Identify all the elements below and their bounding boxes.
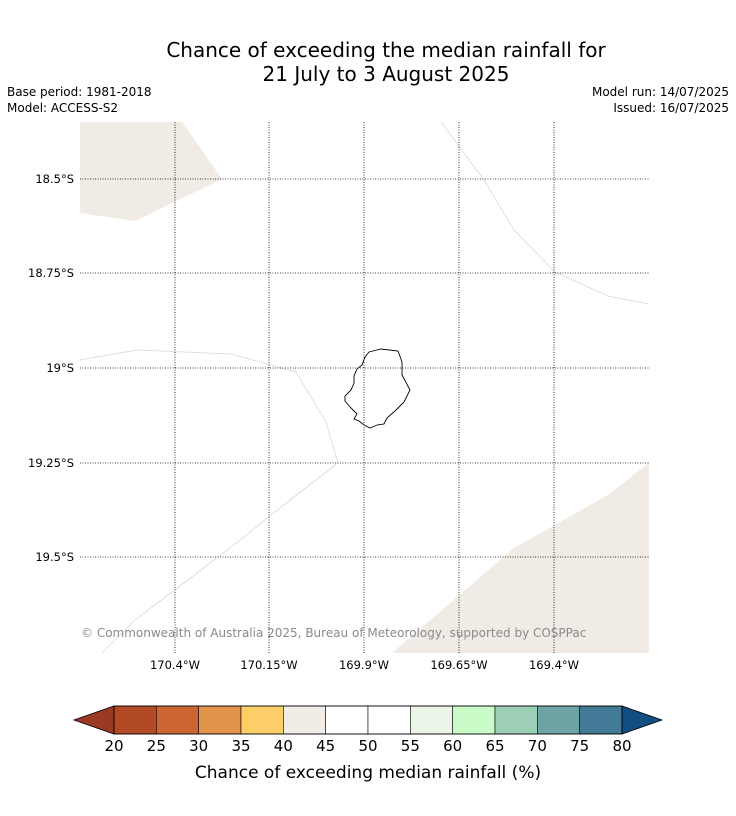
title-line-2: 21 July to 3 August 2025: [262, 62, 510, 86]
colorbar-segment: [240, 705, 284, 735]
colorbar-tick-label: 75: [570, 737, 589, 755]
boundary-line-west: [80, 349, 339, 653]
title-line-1: Chance of exceeding the median rainfall …: [166, 38, 606, 62]
colorbar-over-arrow: [621, 705, 664, 735]
lon-label: 170.4°W: [150, 658, 200, 672]
colorbar-segment: [325, 705, 369, 735]
latitude-labels: 18.5°S 18.75°S 19°S 19.25°S 19.5°S: [28, 172, 74, 564]
colorbar-tick-label: 55: [401, 737, 420, 755]
colorbar-tick-label: 35: [231, 737, 250, 755]
map-title: Chance of exceeding the median rainfall …: [0, 38, 736, 86]
lat-label: 19.25°S: [28, 456, 74, 470]
colorbar-segment: [156, 705, 199, 735]
colorbar-segment: [537, 705, 580, 735]
colorbar-segment: [367, 705, 411, 735]
lon-label: 170.15°W: [240, 658, 297, 672]
colorbar-tick-label: 65: [485, 737, 504, 755]
colorbar-segment: [410, 705, 453, 735]
copyright-text: © Commonwealth of Australia 2025, Bureau…: [81, 626, 586, 640]
colorbar-tick-label: 25: [147, 737, 166, 755]
lat-label: 19.5°S: [35, 550, 74, 564]
meta-right: Model run: 14/07/2025 Issued: 16/07/2025: [592, 84, 729, 116]
lon-label: 169.4°W: [529, 658, 579, 672]
colorbar-segment: [494, 705, 538, 735]
colorbar-tick-label: 60: [443, 737, 462, 755]
shaded-region-southeast: [392, 463, 649, 653]
colorbar-under-arrow: [72, 705, 115, 735]
lat-label: 18.75°S: [28, 266, 74, 280]
shaded-region-northwest: [80, 122, 222, 221]
colorbar-segment: [579, 705, 623, 735]
longitude-labels: 170.4°W 170.15°W 169.9°W 169.65°W 169.4°W: [150, 658, 579, 672]
base-period-text: Base period: 1981-2018: [7, 85, 152, 99]
colorbar-segment: [198, 705, 242, 735]
colorbar-tick-label: 80: [612, 737, 631, 755]
colorbar-segment: [113, 705, 157, 735]
colorbar-tick-label: 70: [528, 737, 547, 755]
colorbar-title: Chance of exceeding median rainfall (%): [195, 763, 541, 783]
meta-left: Base period: 1981-2018 Model: ACCESS-S2: [7, 84, 152, 116]
boundary-line-northeast: [440, 122, 649, 305]
lat-label: 19°S: [46, 361, 74, 375]
gridlines: [80, 122, 649, 653]
issued-text: Issued: 16/07/2025: [613, 101, 729, 115]
colorbar-segment: [283, 705, 326, 735]
colorbar-tick-label: 20: [104, 737, 123, 755]
colorbar-tick-label: 50: [358, 737, 377, 755]
lat-label: 18.5°S: [35, 172, 74, 186]
map-area: [80, 122, 649, 653]
lon-label: 169.65°W: [430, 658, 487, 672]
colorbar-segment: [452, 705, 496, 735]
colorbar: 20 25 30 35 40 45 50 55 60 65 70 75 80: [72, 705, 664, 755]
model-text: Model: ACCESS-S2: [7, 101, 119, 115]
model-run-text: Model run: 14/07/2025: [591, 85, 729, 99]
island-outline: [344, 348, 411, 429]
colorbar-tick-label: 30: [189, 737, 208, 755]
lon-label: 169.9°W: [339, 658, 389, 672]
colorbar-frame: [113, 705, 623, 735]
colorbar-tick-label: 45: [316, 737, 335, 755]
colorbar-tick-label: 40: [274, 737, 293, 755]
